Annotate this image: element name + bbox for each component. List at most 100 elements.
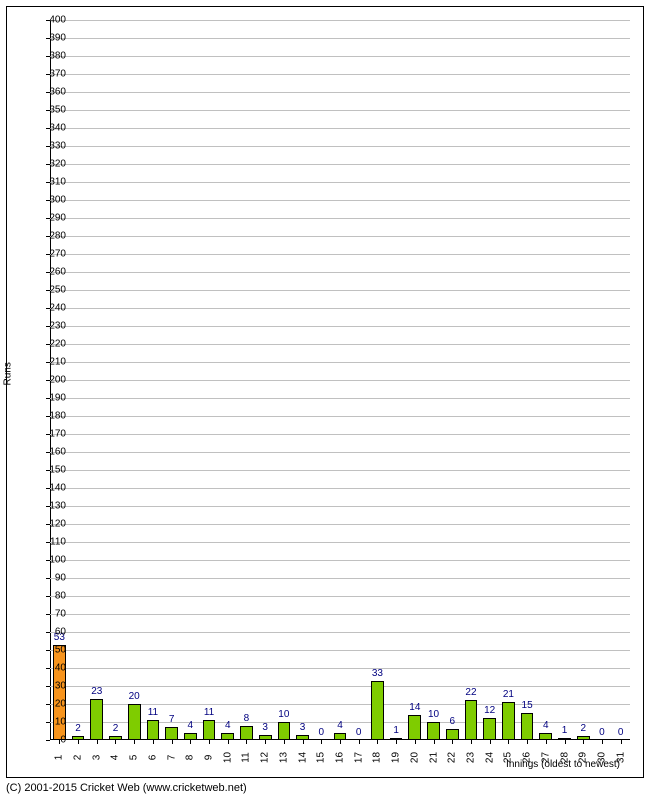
grid-line: [50, 686, 630, 687]
grid-line: [50, 488, 630, 489]
x-tick-label: 13: [278, 748, 289, 768]
x-tick-mark: [377, 740, 378, 744]
grid-line: [50, 290, 630, 291]
y-tick-label: 380: [36, 51, 66, 62]
x-tick-label: 5: [129, 748, 140, 768]
x-tick-mark: [415, 740, 416, 744]
y-tick-label: 90: [36, 573, 66, 584]
bar-value-label: 0: [599, 727, 605, 738]
x-tick-label: 29: [578, 748, 589, 768]
y-tick-label: 80: [36, 591, 66, 602]
grid-line: [50, 416, 630, 417]
grid-line: [50, 344, 630, 345]
grid-line: [50, 56, 630, 57]
y-tick-label: 50: [36, 645, 66, 656]
bar-value-label: 10: [278, 709, 289, 720]
x-tick-label: 16: [335, 748, 346, 768]
x-tick-label: 30: [596, 748, 607, 768]
bar-value-label: 14: [409, 702, 420, 713]
grid-line: [50, 308, 630, 309]
x-tick-label: 24: [484, 748, 495, 768]
chart-container: Runs 53223220117411483103040331141062212…: [0, 0, 650, 800]
x-tick-mark: [508, 740, 509, 744]
y-tick-label: 120: [36, 519, 66, 530]
grid-line: [50, 614, 630, 615]
x-tick-mark: [321, 740, 322, 744]
y-tick-label: 220: [36, 339, 66, 350]
bar: [465, 700, 478, 740]
x-tick-mark: [452, 740, 453, 744]
grid-line: [50, 560, 630, 561]
y-tick-label: 270: [36, 249, 66, 260]
y-tick-label: 250: [36, 285, 66, 296]
bar-value-label: 23: [91, 686, 102, 697]
y-tick-label: 170: [36, 429, 66, 440]
bar: [539, 733, 552, 740]
x-tick-mark: [284, 740, 285, 744]
bar-value-label: 22: [465, 687, 476, 698]
x-tick-mark: [115, 740, 116, 744]
y-tick-label: 0: [36, 735, 66, 746]
bar-value-label: 4: [188, 720, 194, 731]
x-tick-label: 2: [73, 748, 84, 768]
y-tick-label: 150: [36, 465, 66, 476]
grid-line: [50, 128, 630, 129]
bar-value-label: 3: [300, 722, 306, 733]
bar: [502, 702, 515, 740]
grid-line: [50, 236, 630, 237]
y-tick-label: 130: [36, 501, 66, 512]
x-tick-mark: [583, 740, 584, 744]
y-tick-label: 200: [36, 375, 66, 386]
y-tick-label: 360: [36, 87, 66, 98]
grid-line: [50, 272, 630, 273]
x-tick-mark: [78, 740, 79, 744]
y-tick-label: 190: [36, 393, 66, 404]
y-tick-label: 330: [36, 141, 66, 152]
x-tick-mark: [490, 740, 491, 744]
x-tick-mark: [303, 740, 304, 744]
bar-value-label: 33: [372, 668, 383, 679]
bar-value-label: 15: [522, 700, 533, 711]
bar-value-label: 10: [428, 709, 439, 720]
x-tick-label: 31: [615, 748, 626, 768]
y-tick-label: 290: [36, 213, 66, 224]
bar: [371, 681, 384, 740]
y-tick-label: 390: [36, 33, 66, 44]
x-tick-mark: [396, 740, 397, 744]
x-tick-mark: [621, 740, 622, 744]
x-tick-label: 4: [110, 748, 121, 768]
bar-value-label: 4: [225, 720, 231, 731]
grid-line: [50, 470, 630, 471]
bar-value-label: 2: [75, 723, 81, 734]
grid-line: [50, 668, 630, 669]
x-tick-label: 23: [465, 748, 476, 768]
y-tick-label: 260: [36, 267, 66, 278]
bar-value-label: 8: [244, 713, 250, 724]
bar: [408, 715, 421, 740]
x-tick-label: 9: [204, 748, 215, 768]
grid-line: [50, 164, 630, 165]
bar-value-label: 12: [484, 705, 495, 716]
x-tick-mark: [527, 740, 528, 744]
x-tick-label: 3: [91, 748, 102, 768]
bar-value-label: 0: [618, 727, 624, 738]
bar-value-label: 6: [449, 716, 455, 727]
bar-value-label: 3: [262, 722, 268, 733]
x-tick-label: 10: [222, 748, 233, 768]
y-tick-label: 20: [36, 699, 66, 710]
x-tick-mark: [97, 740, 98, 744]
grid-line: [50, 110, 630, 111]
grid-line: [50, 74, 630, 75]
grid-line: [50, 434, 630, 435]
bar: [128, 704, 141, 740]
bar: [90, 699, 103, 740]
bar-value-label: 2: [580, 723, 586, 734]
bar: [165, 727, 178, 740]
bar: [184, 733, 197, 740]
bar-value-label: 7: [169, 714, 175, 725]
x-tick-mark: [246, 740, 247, 744]
y-tick-label: 240: [36, 303, 66, 314]
grid-line: [50, 200, 630, 201]
x-tick-label: 22: [447, 748, 458, 768]
bar: [483, 718, 496, 740]
